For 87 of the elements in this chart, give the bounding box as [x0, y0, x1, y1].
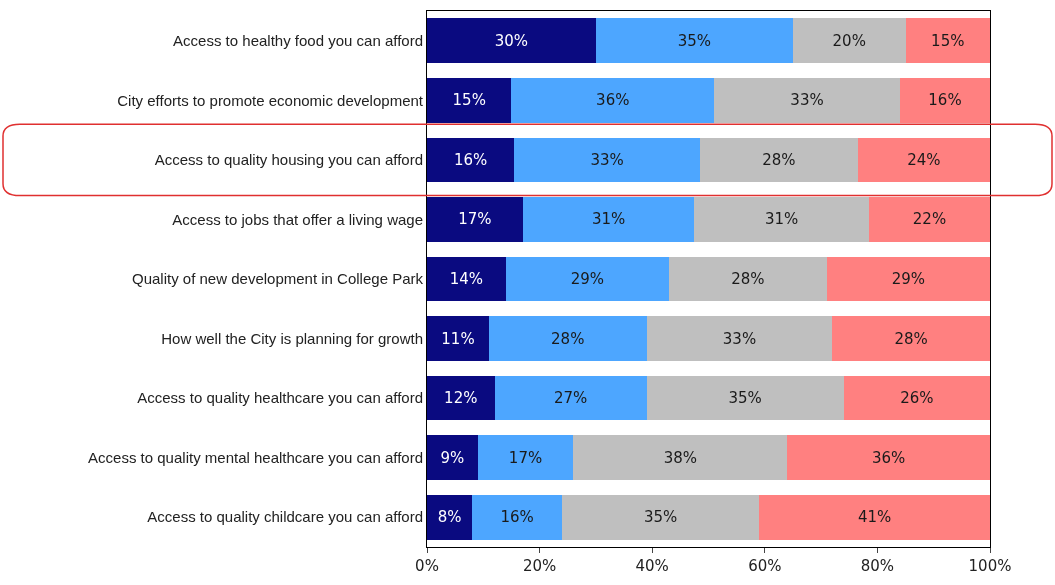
data-label: 16% [500, 508, 534, 527]
data-label: 36% [596, 91, 630, 110]
bar [488, 316, 647, 361]
x-tick-label: 40% [635, 557, 669, 575]
bar [522, 197, 695, 242]
y-tick-label: Access to quality mental healthcare you can afford [88, 448, 423, 466]
bar [427, 256, 506, 302]
data-label: 28% [762, 150, 796, 169]
bar [427, 197, 523, 242]
x-tick-label: 100% [968, 557, 1012, 575]
bar [427, 316, 489, 361]
data-label: 28% [894, 329, 928, 348]
y-tick-label: How well the City is planning for growth [161, 329, 423, 347]
data-label: 35% [728, 389, 762, 408]
bar [700, 137, 858, 183]
bar [477, 435, 574, 480]
data-label: 9% [440, 448, 465, 467]
bar [427, 18, 596, 64]
bar [694, 197, 869, 242]
data-label: 29% [891, 270, 926, 288]
bar [857, 137, 990, 183]
data-label: 12% [444, 389, 478, 408]
data-label: 8% [437, 508, 462, 527]
bar [832, 316, 990, 361]
bar [826, 256, 990, 302]
bar [494, 375, 647, 421]
data-label: 35% [643, 508, 678, 527]
y-tick-label: Access to quality healthcare you can afford [137, 389, 423, 407]
bar [514, 137, 701, 183]
bar [472, 494, 563, 540]
bar [759, 494, 990, 540]
bar [646, 375, 844, 421]
data-label: 24% [907, 150, 941, 169]
data-label: 14% [449, 270, 484, 288]
data-label: 16% [928, 91, 962, 110]
data-label: 28% [551, 329, 585, 348]
bar [792, 18, 906, 64]
y-tick-label: Access to jobs that offer a living wage [172, 210, 423, 228]
data-label: 15% [931, 31, 965, 50]
y-tick-label: City efforts to promote economic development [117, 91, 424, 109]
data-label: 33% [790, 91, 824, 110]
data-label: 26% [900, 389, 934, 408]
data-label: 20% [832, 31, 866, 50]
data-label: 31% [765, 210, 799, 229]
data-label: 35% [677, 31, 712, 50]
data-label: 16% [453, 150, 488, 169]
bar [899, 78, 990, 123]
bar [669, 256, 827, 302]
x-tick-label: 20% [522, 557, 557, 575]
data-label: 17% [508, 448, 543, 467]
data-label: 11% [441, 329, 475, 348]
data-label: 27% [553, 389, 588, 408]
bar [505, 256, 670, 302]
x-tick-label: 60% [748, 557, 782, 575]
bar [843, 375, 990, 421]
data-label: 41% [857, 508, 892, 527]
bar [573, 435, 788, 480]
bar [427, 137, 515, 183]
data-label: 38% [663, 448, 698, 467]
bar [562, 494, 760, 540]
bar [714, 78, 900, 123]
bar [427, 494, 473, 540]
bar [646, 316, 833, 361]
bar [905, 18, 990, 64]
bar [427, 435, 478, 480]
x-tick-label: 80% [860, 557, 895, 575]
data-label: 33% [590, 150, 624, 169]
bar [595, 18, 793, 64]
bar [427, 78, 512, 123]
data-label: 22% [912, 210, 947, 229]
data-label: 33% [722, 329, 757, 348]
y-tick-label: Access to quality childcare you can afford [147, 508, 423, 526]
bar [427, 375, 495, 421]
data-label: 31% [591, 210, 626, 229]
data-label: 29% [570, 270, 605, 288]
data-label: 36% [871, 448, 906, 467]
bar [868, 197, 990, 242]
data-label: 15% [452, 91, 486, 110]
y-tick-label: Access to quality housing you can afford [154, 151, 423, 169]
y-tick-label: Access to healthy food you can afford [173, 32, 423, 50]
data-label: 28% [731, 270, 765, 288]
data-label: 17% [458, 210, 492, 229]
x-tick-label: 0% [415, 557, 439, 575]
bar [511, 78, 715, 123]
y-tick-label: Quality of new development in College Park [132, 270, 424, 288]
bar [787, 435, 990, 480]
data-label: 30% [494, 31, 529, 50]
